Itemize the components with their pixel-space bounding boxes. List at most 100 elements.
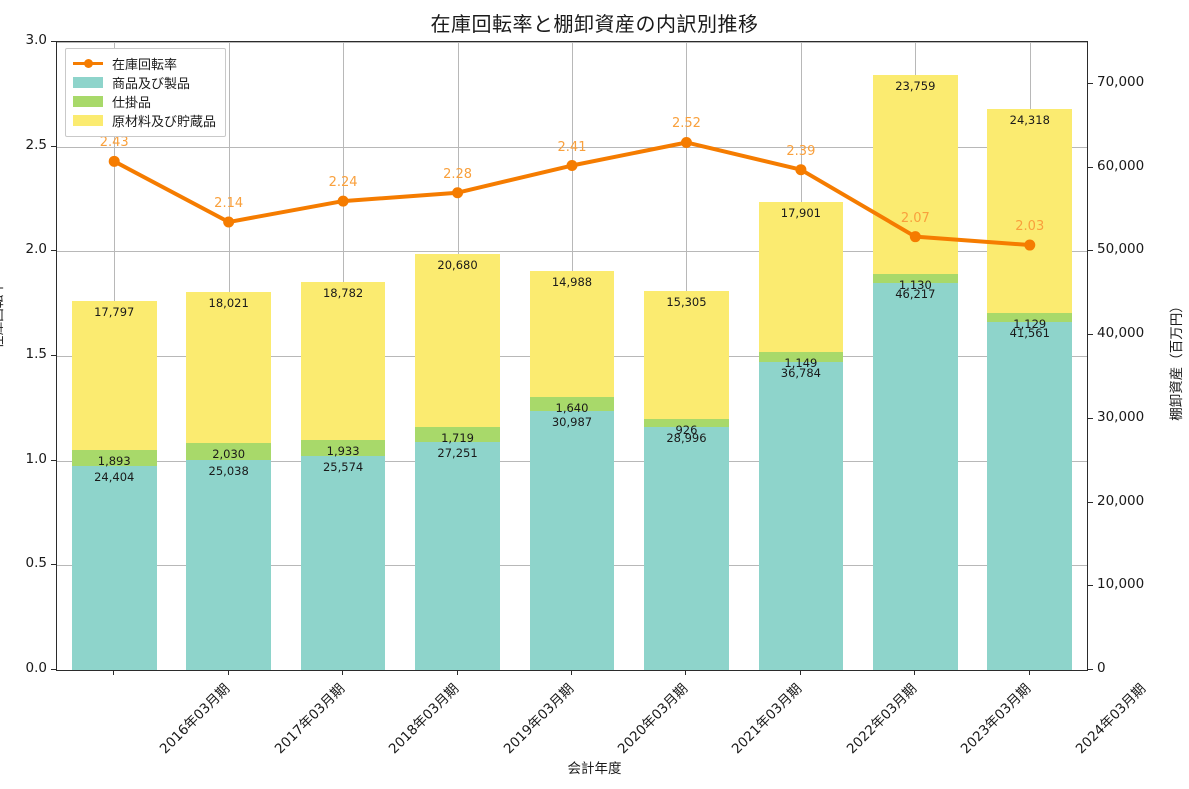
y-axis-right-tick-label: 20,000 (1097, 492, 1145, 509)
y-axis-left-tick-label: 1.5 (25, 346, 47, 362)
y-axis-left-tick-mark (51, 459, 56, 461)
y-axis-left-label: 在庫回転率 (0, 281, 6, 349)
line-marker[interactable] (108, 155, 120, 167)
x-axis-tick-mark (799, 670, 801, 675)
line-marker[interactable] (909, 231, 921, 243)
bar-segment[interactable] (300, 455, 386, 670)
bar-segment[interactable] (758, 361, 844, 670)
y-axis-right-tick-mark (1088, 166, 1093, 168)
bar-segment[interactable] (529, 396, 615, 411)
y-axis-right-tick-mark (1088, 334, 1093, 336)
x-axis-tick-mark (1028, 670, 1030, 675)
x-axis-tick-label: 2023年03月期 (958, 680, 1035, 758)
bar-segment[interactable] (415, 254, 500, 428)
bar-segment[interactable] (758, 202, 844, 353)
bar-segment[interactable] (872, 283, 958, 670)
x-axis-tick-mark (914, 670, 916, 675)
bar-segment[interactable] (186, 460, 271, 670)
bar-segment[interactable] (987, 108, 1073, 313)
y-axis-left-tick-mark (51, 355, 56, 356)
legend-line-icon (73, 58, 103, 69)
y-axis-left-tick-mark (51, 41, 56, 42)
y-axis-left-tick-label: 0.5 (25, 555, 47, 572)
line-marker[interactable] (452, 187, 464, 199)
y-axis-left-tick-label: 2.5 (25, 136, 47, 153)
y-axis-right-tick-mark (1088, 585, 1093, 587)
chart-title: 在庫回転率と棚卸資産の内訳別推移 (430, 12, 759, 36)
y-axis-right-tick-mark (1088, 82, 1093, 84)
y-axis-left-tick-label: 0.0 (25, 660, 47, 676)
y-axis-right-label: 棚卸資産（百万円） (1169, 299, 1185, 421)
line-marker[interactable] (566, 160, 578, 172)
x-axis-label: 会計年度 (567, 761, 622, 777)
x-axis-tick-mark (227, 670, 229, 675)
y-axis-right-tick-label: 40,000 (1097, 325, 1145, 342)
bar-segment[interactable] (71, 300, 157, 450)
x-axis-tick-label: 2022年03月期 (843, 680, 921, 758)
x-axis-tick-mark (685, 670, 687, 675)
x-axis-tick-label: 2020年03月期 (614, 680, 692, 758)
inventory-turnover-line (108, 136, 1036, 251)
line-marker[interactable] (337, 195, 349, 207)
line-marker[interactable] (1024, 239, 1036, 251)
x-axis-tick-mark (571, 670, 572, 675)
bar-segment[interactable] (529, 271, 615, 397)
bar-segment[interactable] (644, 427, 729, 670)
legend-label: 原材料及び貯蔵品 (112, 115, 217, 130)
bar-segment[interactable] (872, 273, 958, 283)
bar-segment[interactable] (71, 465, 157, 670)
x-axis-tick-mark (342, 670, 344, 675)
legend-item[interactable]: 原材料及び貯蔵品 (73, 111, 216, 130)
bar-segment[interactable] (758, 352, 844, 362)
bar-segment[interactable] (186, 292, 271, 444)
y-axis-left-tick-mark (51, 145, 56, 147)
legend-label: 仕掛品 (112, 96, 152, 111)
y-axis-right-tick-label: 10,000 (1097, 576, 1145, 593)
y-axis-right-tick-label: 70,000 (1097, 73, 1145, 90)
x-axis-tick-label: 2021年03月期 (729, 680, 806, 758)
y-axis-right-tick-mark (1088, 501, 1093, 503)
bar-segment[interactable] (529, 410, 615, 670)
legend-label: 商品及び製品 (112, 77, 191, 92)
chart-legend: 在庫回転率商品及び製品 仕掛品原材料及び貯蔵品 (65, 48, 227, 137)
bar-segment[interactable] (71, 449, 157, 466)
x-axis-tick-mark (113, 670, 115, 675)
bar-segment[interactable] (987, 312, 1073, 322)
line-path (112, 140, 1032, 248)
bar-segment[interactable] (415, 441, 500, 670)
y-axis-left-tick-label: 2.0 (25, 241, 47, 258)
x-axis-tick-label: 2018年03月期 (385, 680, 463, 758)
bar-segment[interactable] (644, 291, 729, 420)
bar-segment[interactable] (300, 439, 386, 456)
x-axis-tick-label: 2017年03月期 (271, 680, 348, 758)
y-axis-left-tick-mark (51, 669, 56, 670)
legend-item[interactable]: 商品及び製品 (73, 73, 216, 92)
legend-label: 在庫回転率 (112, 58, 178, 73)
y-axis-left-tick-label: 1.0 (25, 450, 47, 467)
legend-swatch-icon (73, 77, 103, 88)
x-axis-tick-label: 2019年03月期 (500, 680, 577, 758)
y-axis-right-tick-label: 30,000 (1097, 408, 1145, 425)
bar-segment[interactable] (415, 427, 500, 442)
bar-segment[interactable] (300, 282, 386, 440)
legend-swatch-icon (73, 115, 103, 126)
legend-item[interactable]: 仕掛品 (73, 92, 216, 111)
legend-swatch-icon (73, 96, 103, 107)
line-marker[interactable] (795, 164, 807, 176)
y-axis-right-tick-label: 60,000 (1097, 157, 1145, 174)
y-axis-right-tick-label: 0 (1097, 660, 1106, 676)
x-axis-tick-label: 2016年03月期 (157, 680, 234, 758)
line-marker[interactable] (680, 136, 692, 148)
bar-segment[interactable] (644, 419, 729, 428)
x-axis-tick-mark (456, 670, 458, 675)
x-axis-tick-label: 2024年03月期 (1072, 680, 1149, 758)
line-marker[interactable] (223, 216, 235, 228)
bar-segment[interactable] (186, 443, 271, 461)
bar-segment[interactable] (987, 321, 1073, 670)
y-axis-left-tick-mark (51, 250, 56, 252)
y-axis-right-tick-label: 50,000 (1097, 241, 1145, 258)
legend-item[interactable]: 在庫回転率 (73, 54, 216, 73)
y-axis-left-tick-mark (51, 564, 56, 566)
y-axis-right-tick-mark (1088, 417, 1093, 419)
